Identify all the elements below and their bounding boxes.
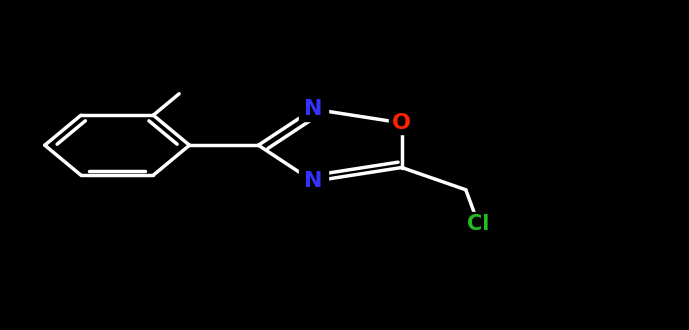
Bar — [389, 111, 415, 134]
Text: N: N — [304, 99, 322, 119]
Text: N: N — [304, 171, 322, 191]
Text: Cl: Cl — [467, 214, 490, 234]
Bar — [298, 98, 327, 121]
Bar — [298, 170, 327, 193]
Text: O: O — [392, 113, 411, 133]
Bar — [461, 213, 496, 236]
